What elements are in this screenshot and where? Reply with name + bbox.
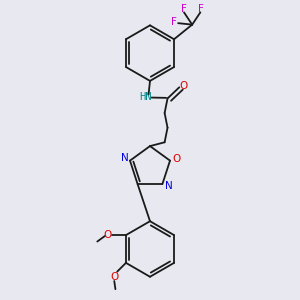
Text: O: O: [172, 154, 181, 164]
Text: O: O: [180, 81, 188, 91]
Text: O: O: [104, 230, 112, 239]
Text: N: N: [165, 181, 173, 190]
Text: F: F: [171, 17, 177, 27]
Text: O: O: [111, 272, 119, 283]
Text: N: N: [121, 153, 129, 163]
Text: F: F: [198, 4, 204, 14]
Text: HN: HN: [140, 92, 152, 102]
Text: F: F: [181, 4, 187, 14]
